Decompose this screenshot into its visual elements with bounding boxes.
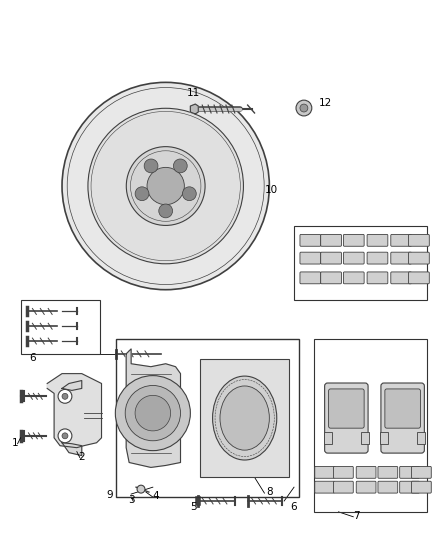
- FancyBboxPatch shape: [333, 466, 353, 478]
- FancyBboxPatch shape: [328, 389, 364, 428]
- Bar: [417, 432, 425, 444]
- Circle shape: [125, 385, 180, 441]
- FancyBboxPatch shape: [400, 481, 420, 493]
- FancyBboxPatch shape: [343, 252, 364, 264]
- FancyBboxPatch shape: [409, 235, 429, 246]
- Circle shape: [173, 159, 187, 173]
- Text: 3: 3: [128, 495, 134, 505]
- Text: 9: 9: [106, 490, 113, 500]
- Circle shape: [58, 390, 72, 403]
- Circle shape: [137, 485, 145, 493]
- FancyBboxPatch shape: [300, 272, 321, 284]
- Text: 10: 10: [265, 185, 278, 195]
- FancyBboxPatch shape: [409, 252, 429, 264]
- FancyBboxPatch shape: [300, 252, 321, 264]
- Circle shape: [147, 167, 184, 205]
- Circle shape: [300, 104, 308, 112]
- FancyBboxPatch shape: [400, 466, 420, 478]
- FancyBboxPatch shape: [315, 466, 335, 478]
- FancyBboxPatch shape: [412, 466, 431, 478]
- FancyBboxPatch shape: [343, 272, 364, 284]
- Ellipse shape: [151, 176, 180, 196]
- FancyBboxPatch shape: [321, 272, 342, 284]
- Bar: [324, 432, 332, 444]
- Text: 6: 6: [291, 502, 297, 512]
- Polygon shape: [191, 104, 198, 114]
- Circle shape: [144, 159, 158, 173]
- FancyBboxPatch shape: [315, 481, 335, 493]
- Circle shape: [126, 147, 205, 225]
- FancyBboxPatch shape: [343, 235, 364, 246]
- Circle shape: [159, 204, 173, 218]
- Text: 5: 5: [190, 502, 197, 512]
- Circle shape: [296, 100, 312, 116]
- Text: 11: 11: [187, 88, 200, 98]
- Bar: [117, 339, 299, 497]
- Circle shape: [88, 108, 244, 264]
- FancyBboxPatch shape: [356, 481, 376, 493]
- Bar: [361, 432, 369, 444]
- Circle shape: [115, 376, 191, 450]
- Text: 2: 2: [78, 451, 85, 462]
- Text: 12: 12: [319, 98, 332, 108]
- Text: 1: 1: [11, 438, 18, 448]
- Text: 4: 4: [152, 491, 159, 501]
- FancyBboxPatch shape: [333, 481, 353, 493]
- Text: 6: 6: [29, 353, 36, 363]
- FancyBboxPatch shape: [385, 389, 420, 428]
- FancyBboxPatch shape: [300, 235, 321, 246]
- Circle shape: [135, 395, 171, 431]
- FancyBboxPatch shape: [367, 252, 388, 264]
- Circle shape: [135, 187, 149, 200]
- FancyBboxPatch shape: [356, 466, 376, 478]
- FancyBboxPatch shape: [391, 252, 412, 264]
- FancyBboxPatch shape: [378, 481, 398, 493]
- Text: 7: 7: [353, 511, 360, 521]
- Bar: [294, 225, 427, 300]
- Polygon shape: [62, 443, 82, 456]
- Bar: [200, 359, 289, 477]
- Circle shape: [62, 83, 269, 290]
- FancyBboxPatch shape: [367, 235, 388, 246]
- FancyBboxPatch shape: [381, 383, 424, 453]
- Bar: [21, 300, 99, 354]
- Circle shape: [183, 187, 196, 200]
- FancyBboxPatch shape: [321, 235, 342, 246]
- Polygon shape: [62, 381, 82, 390]
- Bar: [314, 339, 427, 512]
- FancyBboxPatch shape: [409, 272, 429, 284]
- FancyBboxPatch shape: [325, 383, 368, 453]
- Circle shape: [62, 393, 68, 399]
- Ellipse shape: [212, 376, 277, 460]
- Ellipse shape: [220, 386, 269, 450]
- FancyBboxPatch shape: [321, 252, 342, 264]
- Text: 8: 8: [266, 487, 273, 497]
- Polygon shape: [126, 349, 180, 467]
- Bar: [380, 432, 388, 444]
- Circle shape: [62, 433, 68, 439]
- Circle shape: [58, 429, 72, 443]
- FancyBboxPatch shape: [378, 466, 398, 478]
- FancyBboxPatch shape: [412, 481, 431, 493]
- FancyBboxPatch shape: [367, 272, 388, 284]
- FancyBboxPatch shape: [391, 235, 412, 246]
- FancyBboxPatch shape: [391, 272, 412, 284]
- Polygon shape: [47, 374, 102, 448]
